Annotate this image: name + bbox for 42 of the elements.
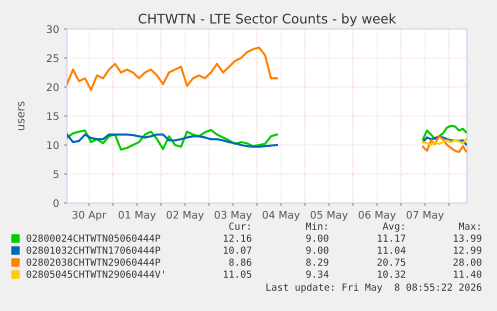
text: 9.34: [306, 270, 329, 278]
text: 10.32: [378, 270, 406, 278]
x-tick-label: 04 May: [262, 210, 300, 221]
y-tick-label: 10: [47, 141, 59, 150]
x-tick-label: 07 May: [406, 210, 444, 221]
text: 10.07: [224, 246, 252, 254]
y-tick-label: 30: [46, 25, 59, 34]
text: Avg:: [382, 222, 404, 232]
text: 11.17: [378, 234, 406, 242]
text: 20.75: [377, 258, 406, 266]
x-tick-label: 05 May: [310, 210, 348, 221]
text: 13.99: [454, 234, 482, 242]
text: 9.00: [306, 234, 328, 242]
text: Cur:: [229, 222, 250, 230]
x-tick-label: 30 Apr: [72, 210, 106, 221]
legend-label: 02802038CHTWTN29060444P: [26, 258, 160, 266]
text: 12.99: [454, 246, 482, 254]
legend-label: 02801032CHTWTN17060444P: [26, 246, 160, 254]
text: 8.86: [229, 258, 252, 266]
text: 11.40: [454, 270, 482, 278]
text: 11.05: [224, 270, 252, 278]
legend-label: 02805045CHTWTN29060444V': [26, 270, 164, 278]
x-tick-label: 02 May: [166, 210, 204, 221]
text: 9.00: [306, 246, 328, 254]
y-axis-title: users: [18, 102, 25, 130]
text: 8.29: [306, 258, 328, 266]
y-tick-label: 15: [47, 112, 58, 120]
x-tick-label: 03 May: [214, 210, 252, 221]
y-tick-label: 20: [46, 83, 59, 92]
x-tick-label: 06 May: [358, 210, 396, 221]
y-tick-label: 25: [46, 54, 58, 62]
y-tick-label: 0: [53, 199, 59, 208]
text: Last update: Fri May 8 08:55:22 2026: [266, 283, 482, 293]
x-tick-label: 01 May: [118, 210, 156, 221]
y-tick-label: 5: [54, 170, 58, 178]
text: 11.04: [378, 246, 406, 254]
chart-title: CHTWTN - LTE Sector Counts - by week: [138, 13, 396, 26]
legend-label: 02800024CHTWTN05060444P: [26, 234, 160, 242]
text: Max:: [458, 222, 480, 230]
text: Min:: [306, 222, 327, 230]
text: 12.16: [224, 234, 252, 242]
text: 28.00: [453, 258, 482, 266]
